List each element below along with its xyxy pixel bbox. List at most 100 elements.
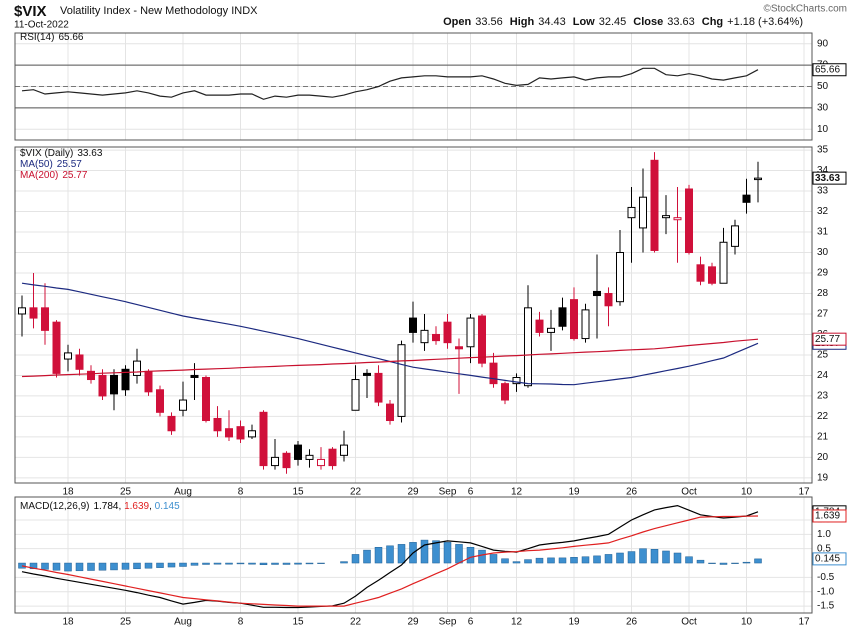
histogram-bar xyxy=(685,556,693,564)
legend-entry: RSI(14) 65.66 xyxy=(20,32,84,43)
candle-body xyxy=(731,225,739,247)
candle-body xyxy=(305,454,314,460)
legend-entry: MA(200) 25.77 xyxy=(20,170,88,181)
y-tick-label: 30 xyxy=(817,247,829,258)
histogram-bar xyxy=(87,562,95,571)
x-tick-label: 26 xyxy=(626,617,638,628)
histogram-bar xyxy=(248,562,256,565)
x-tick-label: 10 xyxy=(741,487,753,498)
histogram-bar xyxy=(179,562,187,567)
candle-body xyxy=(202,376,210,422)
text-part: 25.57 xyxy=(57,159,82,170)
y-tick-label: 31 xyxy=(817,227,829,238)
histogram-bar xyxy=(75,562,84,572)
candle-body xyxy=(478,315,486,364)
text-part: High xyxy=(510,16,535,28)
candle-body xyxy=(317,458,325,467)
histogram-bar xyxy=(616,552,624,564)
legend-entry: MA(50) 25.57 xyxy=(20,159,82,170)
candle-body xyxy=(340,444,348,456)
histogram-bar xyxy=(202,562,210,565)
histogram-bar xyxy=(340,561,348,564)
histogram-bar xyxy=(386,545,394,564)
candle-body xyxy=(558,307,567,327)
candle-body xyxy=(282,452,291,469)
histogram-bar xyxy=(213,562,222,565)
candle-body xyxy=(363,372,371,376)
histogram-bar xyxy=(156,562,164,568)
candle-body xyxy=(328,448,337,467)
x-tick-label: 12 xyxy=(511,487,523,498)
histogram-bar xyxy=(535,557,544,564)
candle-body xyxy=(386,403,394,422)
x-tick-label: 15 xyxy=(292,617,304,628)
histogram-bar xyxy=(558,557,567,564)
x-tick-label: 29 xyxy=(407,617,419,628)
histogram-bar xyxy=(639,548,647,564)
histogram-bar xyxy=(41,562,49,570)
x-tick-label: 19 xyxy=(568,617,580,628)
histogram-bar xyxy=(443,542,452,564)
text-part: 34.43 xyxy=(538,16,566,28)
y-tick-label: 29 xyxy=(817,268,829,279)
quote: Open 33.56 High 34.43 Low 32.45 Close 33.63 Chg +… xyxy=(443,16,803,28)
histogram-bar xyxy=(696,559,705,564)
histogram-bar xyxy=(52,562,61,571)
candle-body xyxy=(236,426,245,440)
text-part: RSI(14) xyxy=(20,32,54,43)
text-part: Open xyxy=(443,16,471,28)
histogram-bar xyxy=(593,555,601,564)
histogram-bar xyxy=(133,562,141,570)
candle-body xyxy=(662,215,670,219)
candle-body xyxy=(64,352,72,360)
histogram-bar xyxy=(363,549,371,564)
x-tick-label: 6 xyxy=(468,487,474,498)
candle-body xyxy=(294,444,302,460)
x-tick-label: 10 xyxy=(741,617,753,628)
candle-body xyxy=(18,307,26,315)
panel-frame xyxy=(14,496,813,614)
histogram-bar xyxy=(501,558,509,564)
histogram-bar xyxy=(719,562,728,565)
candle-body xyxy=(110,374,118,395)
x-tick-label: 8 xyxy=(238,487,244,498)
x-tick-label: Sep xyxy=(439,487,457,498)
series-line xyxy=(21,515,759,607)
x-tick-label: 8 xyxy=(238,617,244,628)
candle-body xyxy=(179,399,187,411)
candle-body xyxy=(512,376,521,385)
security-name: Volatility Index - New Methodology INDX xyxy=(60,5,258,17)
text-part: 33.56 xyxy=(475,16,503,28)
y-tick-label: 22 xyxy=(817,411,829,422)
y-tick-label: 35 xyxy=(817,145,829,156)
histogram-bar xyxy=(604,554,613,564)
candle-body xyxy=(466,317,475,348)
y-tick-label: 90 xyxy=(817,38,829,49)
candle-body xyxy=(719,241,728,284)
candle-body xyxy=(87,370,95,381)
candle-body xyxy=(524,307,532,387)
histogram-bar xyxy=(259,562,268,566)
x-tick-label: 19 xyxy=(568,487,580,498)
value-box xyxy=(812,552,847,566)
histogram-bar xyxy=(144,562,153,569)
candle-body xyxy=(708,266,716,284)
x-tick-label: 22 xyxy=(350,617,362,628)
candle-body xyxy=(190,374,199,378)
histogram-bar xyxy=(662,550,670,564)
histogram-bar xyxy=(570,557,578,564)
histogram-bar xyxy=(455,544,463,564)
y-tick-label: 33 xyxy=(817,186,829,197)
candle-body xyxy=(443,321,452,344)
histogram-bar xyxy=(282,562,291,565)
histogram-bar xyxy=(225,562,233,565)
candle-body xyxy=(547,327,555,333)
legend-entry: $VIX (Daily) 33.63 xyxy=(20,148,103,159)
candle-body xyxy=(616,252,624,303)
y-tick-label: 20 xyxy=(817,452,829,463)
histogram-bar xyxy=(18,562,26,569)
x-tick-label: 12 xyxy=(511,617,523,628)
histogram-bar xyxy=(512,561,521,564)
histogram-bar xyxy=(673,552,682,564)
y-tick-label: 27 xyxy=(817,309,829,320)
